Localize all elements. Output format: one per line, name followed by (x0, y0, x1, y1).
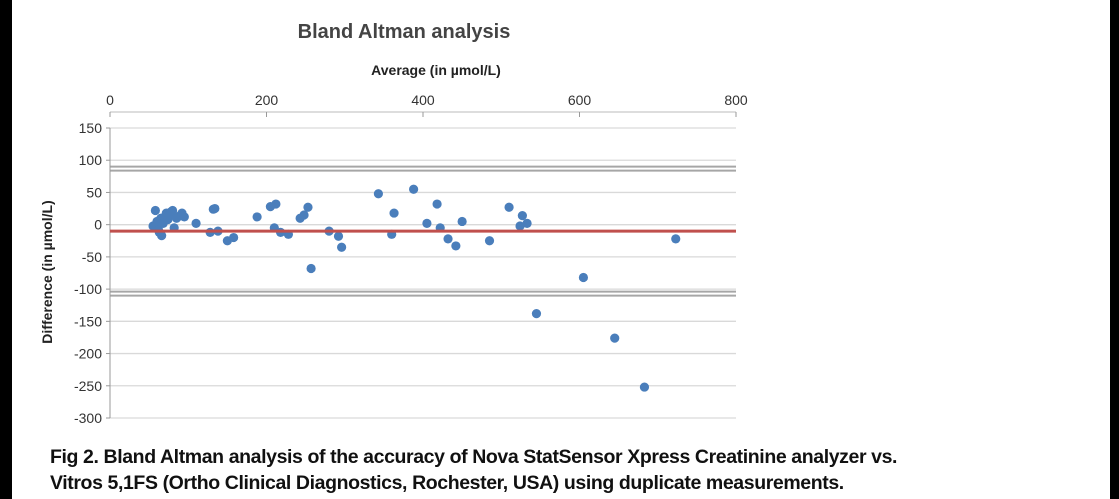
x-tick-label: 200 (255, 92, 279, 108)
data-point (179, 212, 189, 222)
data-point (522, 218, 532, 228)
data-point (484, 236, 495, 246)
data-point (252, 212, 262, 222)
data-point (210, 203, 220, 214)
data-point (671, 234, 681, 244)
data-point (457, 216, 467, 227)
data-point (531, 309, 542, 319)
x-tick-label: 400 (411, 92, 435, 108)
x-axis-label: Average (in µmol/L) (371, 62, 501, 78)
data-points (148, 184, 681, 392)
data-point (150, 205, 160, 216)
data-point (610, 333, 620, 343)
y-tick-label: 150 (79, 120, 103, 136)
data-point (515, 221, 525, 231)
data-point (409, 184, 419, 194)
data-point (303, 202, 313, 212)
data-point (443, 234, 453, 244)
data-point (299, 210, 309, 220)
y-tick-label: 100 (79, 152, 103, 168)
y-tick-label: -150 (74, 313, 102, 329)
y-tick-label: -300 (74, 410, 102, 426)
data-point (337, 242, 347, 252)
data-point (432, 199, 442, 209)
data-point (373, 189, 383, 199)
data-point (504, 202, 514, 212)
data-point (517, 211, 527, 221)
data-point (333, 231, 344, 241)
data-point (271, 199, 281, 209)
y-tick-label: -50 (82, 249, 102, 265)
data-point (451, 241, 461, 251)
y-tick-label: -200 (74, 346, 102, 362)
caption-line-2: Vitros 5,1FS (Ortho Clinical Diagnostics… (50, 472, 844, 494)
axes (106, 111, 737, 419)
figure-panel: Bland Altman analysis Average (in µmol/L… (12, 0, 1110, 499)
y-tick-label: -250 (74, 378, 102, 394)
tick-labels: 150 100 50 0 -50 -100 -150 -200 -250 -300 0 200 400 6… (74, 92, 748, 426)
y-tick-label: 50 (86, 184, 102, 200)
data-point (389, 208, 399, 218)
x-tick-label: 600 (568, 92, 592, 108)
y-tick-label: -100 (74, 281, 102, 297)
caption-line-1: Fig 2. Bland Altman analysis of the accu… (50, 446, 898, 468)
y-axis-label: Difference (in µmol/L) (39, 200, 55, 343)
data-point (422, 218, 432, 228)
data-point (229, 232, 239, 243)
data-point (306, 263, 316, 274)
data-point (639, 382, 650, 392)
gridlines (110, 127, 736, 419)
bland-altman-chart: Bland Altman analysis Average (in µmol/L… (39, 21, 748, 426)
data-point (191, 218, 201, 228)
chart-title: Bland Altman analysis (298, 21, 511, 43)
data-point (157, 231, 167, 241)
figure-caption: Fig 2. Bland Altman analysis of the accu… (50, 444, 1110, 496)
x-tick-label: 0 (106, 92, 114, 108)
y-tick-label: 0 (94, 217, 102, 233)
limits-of-agreement (110, 165, 736, 297)
data-point (168, 205, 178, 216)
data-point (578, 272, 589, 283)
x-tick-label: 800 (724, 92, 748, 108)
